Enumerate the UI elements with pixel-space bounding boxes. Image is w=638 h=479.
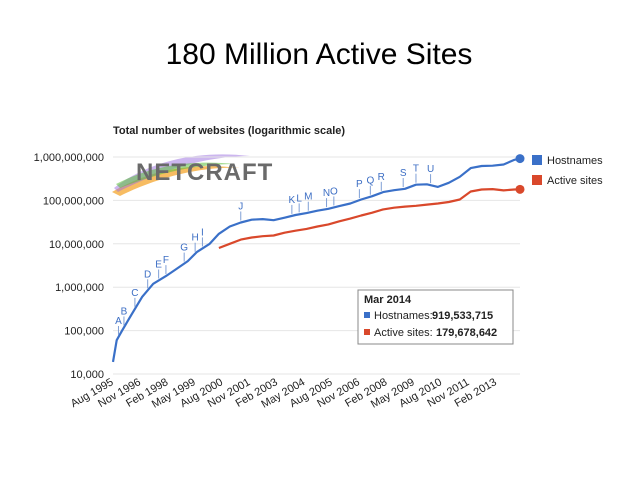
y-axis-ticks: 1,000,000,000 100,000,000 10,000,000 1,000,… xyxy=(34,152,104,381)
annotation-label: T xyxy=(413,164,419,175)
info-box-swatch-active xyxy=(364,329,370,335)
annotation-label: H xyxy=(192,233,199,244)
annotation-label: E xyxy=(155,259,162,270)
y-tick-label: 1,000,000,000 xyxy=(34,152,104,164)
info-box-hostnames-value: 919,533,715 xyxy=(432,310,493,322)
chart-title: Total number of websites (logarithmic sc… xyxy=(113,125,345,137)
series-endpoint-marker xyxy=(515,154,525,164)
legend-label-hostnames: Hostnames xyxy=(547,155,603,167)
annotation-label: L xyxy=(296,193,302,204)
series-line-active-sites xyxy=(218,188,521,250)
series-lines xyxy=(111,154,525,363)
annotation-label: A xyxy=(115,316,122,327)
slide-title: 180 Million Active Sites xyxy=(165,38,473,71)
annotation-label: B xyxy=(121,306,128,317)
annotation-label: U xyxy=(427,164,434,175)
annotation-label: J xyxy=(238,201,243,212)
y-tick-label: 10,000 xyxy=(70,369,104,381)
annotation-label: O xyxy=(330,186,338,197)
legend: Hostnames Active sites xyxy=(532,155,603,187)
series-line-hostnames xyxy=(111,157,521,363)
info-box-active-value: 179,678,642 xyxy=(436,327,497,339)
annotation-label: F xyxy=(163,255,169,266)
y-tick-label: 100,000,000 xyxy=(43,195,104,207)
legend-label-active: Active sites xyxy=(547,175,603,187)
annotation-label: I xyxy=(201,227,204,238)
annotation-label: R xyxy=(378,172,385,183)
y-tick-label: 10,000,000 xyxy=(49,239,104,251)
info-box-active-label: Active sites: xyxy=(374,327,433,339)
y-tick-label: 1,000,000 xyxy=(55,282,104,294)
y-tick-label: 100,000 xyxy=(64,326,104,338)
info-box-heading: Mar 2014 xyxy=(364,294,412,306)
annotation-label: D xyxy=(144,269,151,280)
logo-swoosh-3 xyxy=(116,162,235,188)
legend-swatch-hostnames xyxy=(532,155,542,165)
netcraft-logo: NETCRAFT xyxy=(112,154,273,196)
logo-swoosh-2 xyxy=(114,154,250,192)
info-box-hostnames-label: Hostnames: xyxy=(374,310,433,322)
annotation-label: C xyxy=(131,288,138,299)
info-box-swatch-hostnames xyxy=(364,312,370,318)
annotation-label: N xyxy=(323,188,330,199)
legend-swatch-active xyxy=(532,175,542,185)
info-box-frame xyxy=(357,289,514,345)
info-box: Mar 2014 Hostnames: 919,533,715 Active s… xyxy=(357,289,514,345)
annotation-label: M xyxy=(304,192,312,203)
series-endpoint-marker xyxy=(515,184,525,194)
annotation-label: Q xyxy=(366,176,374,187)
annotation-label: P xyxy=(356,179,363,190)
logo-text: NETCRAFT xyxy=(136,159,273,186)
annotation-label: G xyxy=(180,243,188,254)
annotation-label: S xyxy=(400,168,407,179)
annotation-label: K xyxy=(289,195,296,206)
